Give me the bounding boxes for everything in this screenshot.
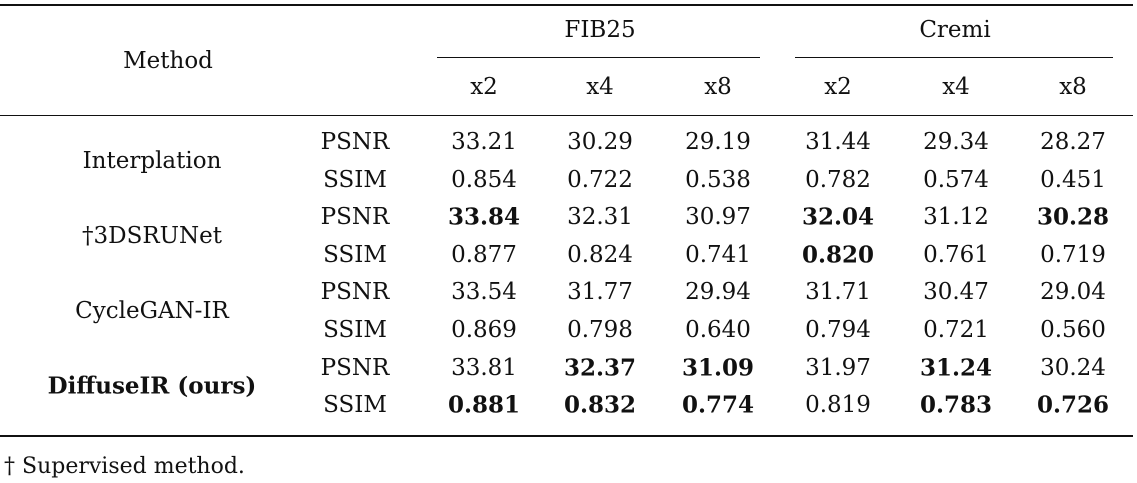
table-cell: 32.04 (801, 203, 875, 231)
table-cell: 0.877 (451, 241, 517, 268)
table-cell: 0.783 (919, 391, 993, 419)
table-cell: 29.94 (685, 279, 751, 306)
table-cell: 29.04 (1040, 279, 1106, 306)
group-header: FIB25 (564, 17, 636, 43)
table-cell: 30.97 (685, 204, 751, 231)
table-cell: 31.71 (805, 279, 871, 306)
table-cell: 32.31 (567, 204, 633, 231)
table-cell: 0.832 (563, 391, 637, 419)
mid-rule (0, 115, 1133, 116)
table-cell: 0.722 (567, 166, 633, 193)
table-cell: 0.574 (923, 166, 989, 193)
table-cell: 0.869 (451, 317, 517, 343)
scale-header: x8 (1059, 74, 1087, 100)
scale-header: x8 (704, 74, 732, 100)
metric-label: SSIM (323, 317, 387, 343)
table-cell: 0.721 (923, 317, 989, 343)
table-cell: 0.798 (567, 317, 633, 343)
table-cell: 31.44 (805, 129, 871, 155)
table-cell: 31.09 (681, 354, 755, 382)
group-rule-cremi (795, 57, 1113, 58)
table-cell: 31.97 (805, 354, 871, 381)
table-cell: 29.34 (923, 129, 989, 155)
scale-header: x4 (586, 74, 614, 100)
table-cell: 0.819 (805, 392, 871, 419)
table-cell: 30.28 (1036, 203, 1110, 231)
metric-label: PSNR (320, 279, 390, 306)
table-cell: 0.719 (1040, 241, 1106, 268)
method-name: CycleGAN-IR (75, 298, 229, 325)
table-cell: 33.84 (447, 203, 521, 231)
footnote: † Supervised method. (4, 454, 245, 479)
table-cell: 0.881 (447, 391, 521, 419)
table-cell: 31.24 (919, 354, 993, 382)
method-name: †3DSRUNet (81, 223, 223, 249)
table-cell: 0.451 (1040, 166, 1106, 193)
group-header: Cremi (919, 17, 991, 43)
metric-label: SSIM (323, 166, 387, 193)
table-cell: 0.726 (1036, 391, 1110, 419)
table-cell: 0.774 (681, 391, 755, 419)
method-name: DiffuseIR (ours) (47, 372, 257, 400)
metric-label: PSNR (320, 204, 390, 231)
table-cell: 0.560 (1040, 317, 1106, 343)
table-cell: 33.54 (451, 279, 517, 306)
table-cell: 0.640 (685, 317, 751, 343)
metric-label: PSNR (320, 129, 390, 155)
table-cell: 30.29 (567, 129, 633, 155)
method-header: Method (123, 48, 213, 74)
table-cell: 0.782 (805, 166, 871, 193)
group-rule-fib25 (437, 57, 760, 58)
metric-label: PSNR (320, 354, 390, 381)
metric-label: SSIM (323, 241, 387, 268)
table-cell: 33.21 (451, 129, 517, 155)
bottom-rule (0, 435, 1133, 437)
table-cell: 30.24 (1040, 354, 1106, 381)
table-cell: 0.794 (805, 317, 871, 343)
scale-header: x2 (470, 74, 498, 100)
metric-label: SSIM (323, 392, 387, 419)
table-cell: 30.47 (923, 279, 989, 306)
table-cell: 0.820 (801, 241, 875, 269)
table-cell: 31.12 (923, 204, 989, 231)
table-cell: 33.81 (451, 354, 517, 381)
table-cell: 29.19 (685, 129, 751, 155)
scale-header: x4 (942, 74, 970, 100)
table-cell: 0.761 (923, 241, 989, 268)
table-cell: 28.27 (1040, 129, 1106, 155)
scale-header: x2 (824, 74, 852, 100)
method-name: Interplation (82, 147, 222, 174)
table-cell: 32.37 (563, 354, 637, 382)
table-cell: 0.824 (567, 241, 633, 268)
table-cell: 0.741 (685, 241, 751, 268)
table-cell: 0.538 (685, 166, 751, 193)
table-cell: 31.77 (567, 279, 633, 306)
top-rule (0, 4, 1133, 6)
table-cell: 0.854 (451, 166, 517, 193)
